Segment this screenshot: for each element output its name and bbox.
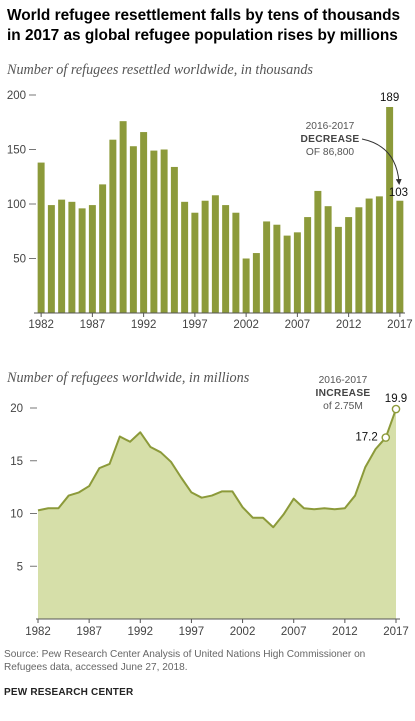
area-chart-subtitle: Number of refugees worldwide, in million…: [7, 370, 250, 386]
x-tick-label: 1997: [182, 319, 208, 331]
bar-2012: [345, 217, 353, 313]
bar-1986: [78, 208, 86, 313]
annotation-line2: INCREASE: [315, 388, 370, 399]
annotation-line1: 2016-2017: [319, 375, 368, 386]
annotation-line1: 2016-2017: [306, 121, 355, 132]
bar-1983: [47, 205, 55, 313]
bar-1987: [88, 205, 96, 313]
x-tick-label: 2007: [281, 626, 307, 638]
data-label-2017: 19.9: [385, 393, 407, 405]
bar-2009: [314, 190, 322, 313]
y-tick-label: 100: [7, 199, 26, 211]
series-line: [37, 408, 397, 529]
bar-1985: [68, 201, 76, 313]
x-tick-label: 2002: [233, 319, 259, 331]
y-tick-label: 20: [10, 403, 23, 415]
bar-2007: [293, 232, 301, 313]
x-tick-label: 2012: [332, 626, 358, 638]
bar-1995: [170, 166, 178, 313]
bar-2013: [355, 207, 363, 313]
bar-2004: [263, 221, 271, 313]
point-2017: [391, 404, 401, 414]
bar-2008: [304, 217, 312, 313]
y-tick-label: 5: [17, 561, 23, 573]
bar-2016: [386, 106, 394, 314]
bar-1990: [119, 121, 127, 313]
x-tick-label: 1992: [127, 626, 153, 638]
bar-1991: [129, 146, 137, 313]
refugee-population-area-chart: 5 10 15 20 1982 1987 1992 1997 2002 2007 2012 2017 1…: [10, 375, 409, 638]
x-tick-label: 1982: [28, 319, 54, 331]
x-tick-label: 1987: [80, 319, 106, 331]
bar-1997: [191, 212, 199, 313]
bar-2015: [375, 196, 383, 313]
point-2016: [381, 433, 391, 442]
x-tick-label: 1987: [76, 626, 102, 638]
bar-2001: [232, 212, 240, 313]
bar-2000: [222, 205, 230, 313]
x-tick-label: 2017: [383, 626, 409, 638]
annotation-line3: OF 86,800: [306, 147, 354, 158]
bar-1996: [181, 201, 189, 313]
bar-2017: [396, 200, 404, 313]
y-tick-label: 50: [13, 254, 26, 266]
y-tick-label: 15: [10, 456, 23, 468]
bar-chart-subtitle: Number of refugees resettled worldwide, …: [7, 62, 313, 78]
x-tick-label: 1992: [131, 319, 157, 331]
brand-logo-text: PEW RESEARCH CENTER: [4, 687, 134, 698]
bar-1989: [109, 139, 117, 313]
y-tick-label: 10: [10, 509, 23, 521]
x-tick-label: 1982: [25, 626, 51, 638]
bar-1992: [140, 132, 148, 313]
x-tick-label: 2002: [230, 626, 256, 638]
bar-2014: [365, 198, 373, 313]
annotation-arrow: [361, 138, 402, 185]
y-tick-label: 150: [7, 145, 26, 157]
x-tick-label: 2012: [336, 319, 362, 331]
bar-2003: [252, 253, 260, 313]
x-tick-label: 1997: [179, 626, 205, 638]
bar-1988: [99, 184, 107, 313]
data-label-2016: 189: [380, 92, 399, 104]
annotation-line3: of 2.75M: [323, 401, 363, 412]
y-tick-label: 200: [7, 90, 26, 102]
bar-1994: [160, 149, 168, 313]
bar-1984: [58, 199, 66, 313]
data-label-2016: 17.2: [355, 432, 377, 444]
resettlement-bar-chart: 50 100 150 200 1982 1987 1992 1997 2002 2007 2012 2…: [7, 90, 413, 331]
data-label-2017: 103: [389, 187, 408, 199]
bar-1998: [201, 200, 209, 313]
bar-2011: [334, 226, 342, 313]
bar-1982: [37, 162, 45, 313]
annotation-line2: DECREASE: [300, 134, 359, 145]
bar-2010: [324, 206, 332, 313]
bar-1993: [150, 150, 158, 313]
bar-2006: [283, 235, 291, 313]
area-fill: [38, 409, 396, 619]
bar-2005: [273, 224, 281, 313]
source-note: Source: Pew Research Center Analysis of …: [4, 649, 366, 673]
x-tick-label: 2007: [285, 319, 311, 331]
x-tick-label: 2017: [387, 319, 413, 331]
bar-1999: [211, 195, 219, 313]
bar-2002: [242, 258, 250, 313]
chart-title: World refugee resettlement falls by tens…: [7, 7, 401, 44]
